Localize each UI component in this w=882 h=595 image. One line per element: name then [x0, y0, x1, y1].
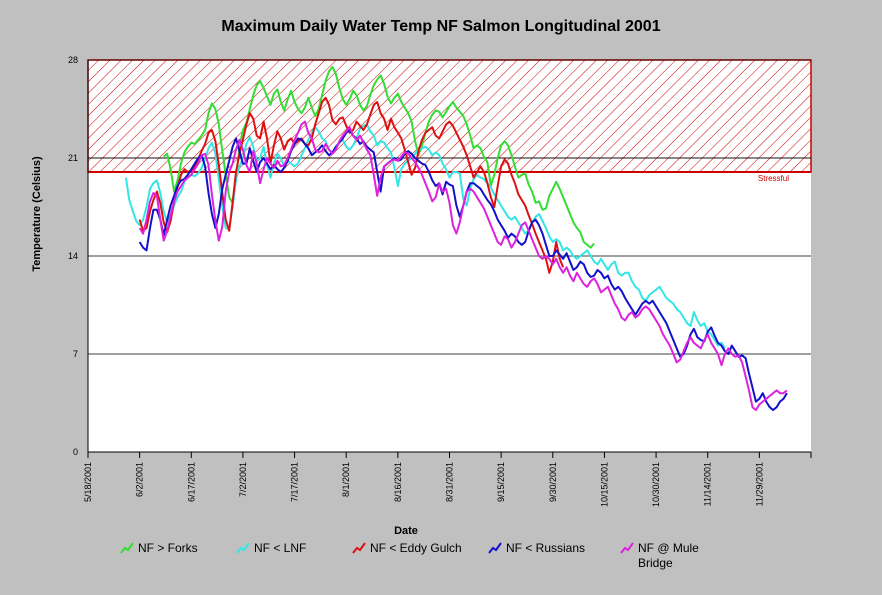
series-lines	[124, 66, 788, 411]
x-tick-label: 11/29/2001	[754, 462, 764, 506]
y-tick-label: 14	[68, 251, 78, 261]
x-tick-label: 10/30/2001	[651, 462, 661, 507]
legend-label: NF < Eddy Gulch	[370, 541, 462, 555]
x-axis-title: Date	[394, 525, 418, 537]
y-axis-title: Temperature (Celsius)	[31, 156, 43, 272]
axes: 0 7 14 21 28 5/18/2001 6/2/2001 6/17/2001 7/2/20…	[68, 55, 812, 507]
legend-item-3: NF < Russians	[488, 541, 585, 556]
x-tick-label: 8/31/2001	[445, 462, 455, 502]
legend-swatch	[352, 542, 366, 554]
stressful-label: Stressful	[758, 174, 789, 183]
legend-swatch	[488, 542, 502, 554]
x-tick-label: 5/18/2001	[83, 462, 93, 502]
chart-title: Maximum Daily Water Temp NF Salmon Longi…	[221, 18, 661, 35]
x-tick-label: 6/2/2001	[135, 462, 145, 497]
gridlines	[88, 59, 811, 355]
y-tick-label: 21	[68, 153, 78, 163]
y-tick-label: 0	[73, 447, 78, 457]
legend-item-0: NF > Forks	[120, 541, 198, 556]
legend-item-1: NF < LNF	[236, 541, 306, 556]
x-tick-label: 6/17/2001	[186, 462, 196, 502]
x-tick-label: 7/2/2001	[238, 462, 248, 497]
legend-item-4: NF @ Mule Bridge	[620, 541, 712, 571]
legend-swatch	[120, 542, 134, 554]
x-tick-label: 9/15/2001	[496, 462, 506, 502]
legend-label: NF < Russians	[506, 541, 586, 555]
legend-item-2: NF < Eddy Gulch	[352, 541, 462, 556]
series-line-4	[138, 120, 788, 411]
series-line-1	[124, 123, 726, 349]
legend: NF > Forks NF < LNF NF < Eddy Gulch NF < Ru…	[120, 541, 760, 581]
x-tick-label: 9/30/2001	[548, 462, 558, 502]
x-tick-label: 7/17/2001	[290, 462, 300, 502]
x-tick-label: 10/15/2001	[599, 462, 609, 507]
x-tick-label: 11/14/2001	[703, 462, 713, 506]
legend-label: NF < LNF	[254, 541, 307, 555]
x-tick-label: 8/1/2001	[341, 462, 351, 497]
legend-label: NF > Forks	[138, 541, 198, 555]
legend-label: NF @ Mule Bridge	[638, 541, 699, 570]
stressful-band-area	[87, 59, 812, 173]
legend-swatch	[236, 542, 250, 554]
legend-swatch	[620, 542, 634, 554]
x-tick-label: 8/16/2001	[393, 462, 403, 502]
y-tick-label: 7	[73, 349, 78, 359]
y-tick-label: 28	[68, 55, 78, 65]
